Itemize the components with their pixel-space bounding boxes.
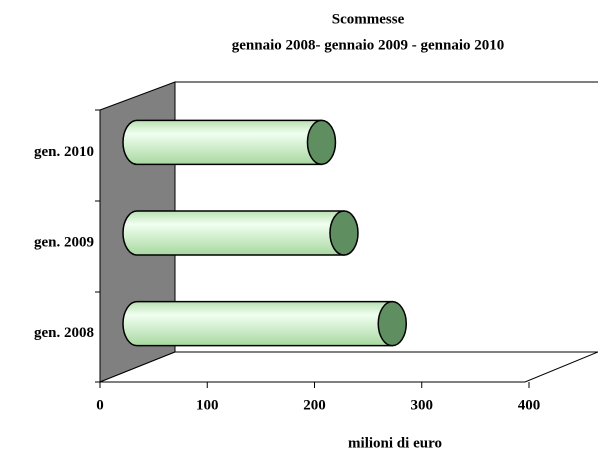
x-tick-label: 100 [196, 397, 219, 413]
bar-end [306, 119, 337, 166]
floor [99, 351, 598, 383]
y-tick-label: gen. 2010 [34, 144, 94, 160]
bar-body [122, 119, 323, 166]
bar-body [122, 300, 394, 347]
bar [122, 119, 337, 166]
bar [122, 210, 359, 256]
y-tick-label: gen. 2009 [34, 234, 94, 250]
bar-end [377, 300, 408, 347]
y-tick-label: gen. 2008 [34, 325, 94, 341]
x-tick-label: 300 [411, 397, 434, 413]
x-tick-label: 0 [96, 397, 104, 413]
chart-title: Scommesse [332, 11, 405, 27]
chart-subtitle: gennaio 2008- gennaio 2009 - gennaio 201… [232, 37, 505, 53]
x-tick-label: 200 [303, 397, 326, 413]
x-axis-label: milioni di euro [348, 435, 442, 451]
bar [122, 300, 408, 347]
bar-end [329, 210, 359, 256]
x-tick-label: 400 [518, 397, 541, 413]
bar-body [122, 210, 345, 256]
